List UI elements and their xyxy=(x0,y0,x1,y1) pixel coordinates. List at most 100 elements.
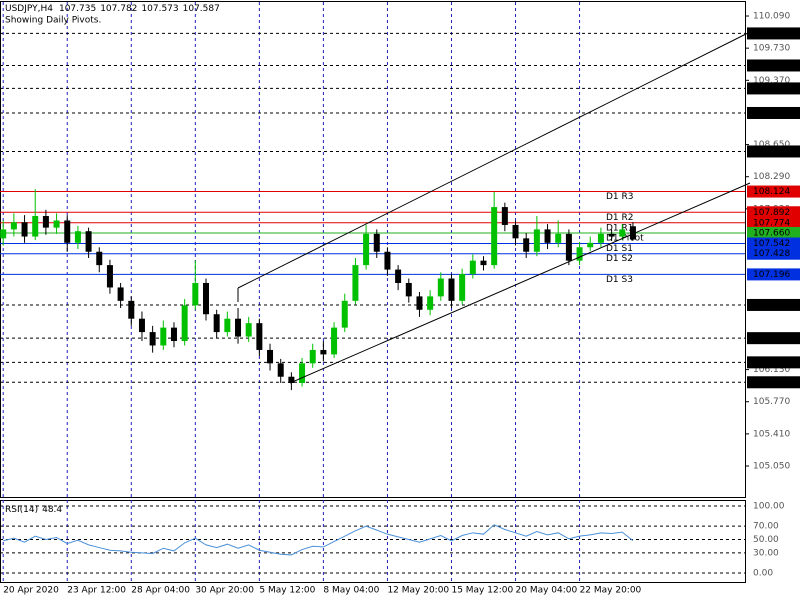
subtitle: Showing Daily Pivots. xyxy=(5,16,101,26)
candle-body xyxy=(128,300,135,319)
candle-body xyxy=(192,282,199,306)
candle-body xyxy=(117,287,124,301)
candle-body xyxy=(544,229,551,243)
candle-body xyxy=(459,274,466,301)
x-tick-label: 20 Apr 2020 xyxy=(3,586,59,596)
candle-body xyxy=(42,216,49,228)
pivot-tag xyxy=(747,206,800,219)
candle-body xyxy=(224,318,231,333)
rsi-tick-label: 50.00 xyxy=(753,535,779,545)
pivot-name: D1 Pivot xyxy=(606,233,644,243)
x-tick-label: 28 Apr 04:00 xyxy=(131,586,190,596)
level-tag xyxy=(747,27,800,40)
y-tick-label: 106.130 xyxy=(753,365,790,375)
ohlc-close: 107.587 xyxy=(183,4,220,14)
main-frame xyxy=(0,1,746,498)
candle-body xyxy=(53,220,60,228)
pivot-label: 107.892 xyxy=(753,208,790,218)
candle-body xyxy=(138,318,145,333)
candle-body xyxy=(480,260,487,266)
rsi-frame xyxy=(0,500,746,583)
candle-body xyxy=(74,231,81,243)
level-tag xyxy=(747,376,800,389)
y-tick-label: 109.730 xyxy=(753,44,790,54)
candle-body xyxy=(512,224,519,239)
y-tick-label: 105.770 xyxy=(753,397,790,407)
rsi-name: RSI(14) xyxy=(5,505,38,515)
candle-body xyxy=(149,332,156,346)
candle-body xyxy=(267,349,274,364)
candle-body xyxy=(245,323,252,337)
pivot-tag xyxy=(747,247,800,260)
candle-body xyxy=(565,233,572,261)
candle-body xyxy=(384,251,391,270)
candle-body xyxy=(555,233,562,243)
candle-body xyxy=(10,222,17,230)
candle-body xyxy=(256,323,263,350)
pivot-name: D1 R2 xyxy=(606,213,634,223)
level-label: 106.211 xyxy=(753,358,790,368)
level-tag xyxy=(747,332,800,345)
pivot-name: D1 S1 xyxy=(606,244,633,254)
pivot-tag xyxy=(747,216,800,229)
level-label: 108.573 xyxy=(753,147,790,157)
candle-body xyxy=(469,260,476,275)
candle-body xyxy=(427,296,434,310)
x-tick-label: 23 Apr 12:00 xyxy=(67,586,126,596)
pivot-name: D1 S2 xyxy=(606,254,633,264)
candle-body xyxy=(363,233,370,266)
candle-body xyxy=(0,229,7,239)
level-tag xyxy=(747,106,800,119)
candle-body xyxy=(448,278,455,301)
ohlc-high: 107.782 xyxy=(100,4,137,14)
candle-body xyxy=(501,207,508,225)
candle-body xyxy=(213,314,220,333)
candle-body xyxy=(235,318,242,337)
candle-body xyxy=(277,363,284,377)
candle-body xyxy=(437,278,444,297)
pivot-label: 107.542 xyxy=(753,239,790,249)
pivot-tag xyxy=(747,226,800,239)
y-tick-label: 105.410 xyxy=(753,429,790,439)
level-tag xyxy=(747,298,800,311)
candle-body xyxy=(288,376,295,383)
channel-line xyxy=(289,182,751,384)
candle-body xyxy=(587,242,594,248)
pivot-name: D1 S3 xyxy=(606,275,633,285)
pivot-name: D1 R1 xyxy=(606,223,634,233)
candle-body xyxy=(202,282,209,315)
rsi-tick-label: 70.00 xyxy=(753,522,779,532)
candle-body xyxy=(619,229,626,237)
x-tick-label: 20 May 04:00 xyxy=(516,586,578,596)
pivot-tag xyxy=(747,268,800,281)
candle-body xyxy=(170,327,177,342)
candle-body xyxy=(416,296,423,310)
x-tick-label: 5 May 12:00 xyxy=(259,586,315,596)
pivot-label: 107.196 xyxy=(753,270,790,280)
level-label: 109.279 xyxy=(753,84,790,94)
x-tick-label: 12 May 20:00 xyxy=(387,586,449,596)
candle-body xyxy=(405,282,412,297)
candle-body xyxy=(597,233,604,243)
candle-body xyxy=(85,231,92,252)
ohlc-low: 107.573 xyxy=(141,4,178,14)
candle-body xyxy=(341,300,348,328)
pivot-label: 107.660 xyxy=(753,228,790,238)
candle-body xyxy=(576,247,583,261)
candle-body xyxy=(395,269,402,283)
candle-body xyxy=(320,349,327,355)
candle-body xyxy=(181,305,188,342)
rsi-line xyxy=(3,524,634,556)
pivot-label: 107.774 xyxy=(753,218,790,228)
y-tick-label: 109.370 xyxy=(753,76,790,86)
candle-body xyxy=(352,265,359,301)
candle-body xyxy=(64,220,71,243)
ohlc-open: 107.735 xyxy=(59,4,96,14)
y-tick-label: 108.650 xyxy=(753,140,790,150)
pivot-label: 107.428 xyxy=(753,249,790,259)
candle-body xyxy=(299,363,306,383)
level-tag xyxy=(747,145,800,158)
x-tick-label: 15 May 12:00 xyxy=(451,586,513,596)
